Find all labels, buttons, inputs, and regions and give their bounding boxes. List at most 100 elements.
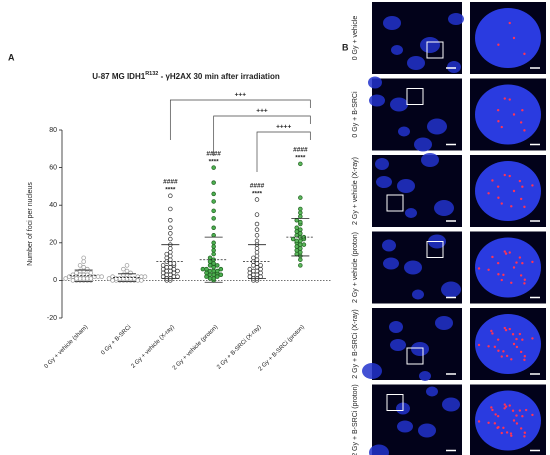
focus bbox=[515, 261, 518, 264]
data-point bbox=[298, 242, 303, 247]
data-point bbox=[258, 270, 263, 276]
focus bbox=[503, 97, 506, 100]
focus bbox=[518, 256, 522, 259]
comparison-bracket bbox=[256, 131, 311, 172]
data-point bbox=[168, 253, 173, 259]
title: U-87 MG IDH1 bbox=[92, 72, 145, 81]
row-label: 2 Gy + vehicle (proton) bbox=[352, 232, 359, 303]
zoomed-nucleus bbox=[475, 390, 541, 451]
focus bbox=[502, 350, 505, 353]
nucleus bbox=[382, 239, 396, 252]
row-label: 2 Gy + B-SRCi (proton) bbox=[352, 384, 359, 455]
focus bbox=[518, 332, 522, 336]
data-point bbox=[168, 236, 173, 242]
data-point bbox=[211, 244, 216, 249]
data-point bbox=[211, 165, 216, 170]
title-sup: R132 bbox=[145, 71, 158, 77]
focus bbox=[487, 421, 490, 424]
focus bbox=[490, 406, 493, 409]
y-tick-label: 40 bbox=[49, 202, 57, 209]
zoom-box bbox=[426, 241, 444, 258]
data-point bbox=[164, 268, 169, 274]
data-point bbox=[251, 263, 256, 268]
data-point bbox=[254, 264, 260, 270]
significance-label: **** bbox=[165, 187, 176, 194]
focus bbox=[519, 121, 523, 124]
focus bbox=[502, 426, 505, 430]
nucleus bbox=[397, 420, 413, 433]
focus bbox=[512, 342, 516, 346]
data-point bbox=[207, 268, 213, 274]
focus bbox=[523, 358, 526, 362]
focus bbox=[477, 420, 481, 423]
row-label: 2 Gy + B-SRCi (X-ray) bbox=[352, 309, 359, 378]
data-point bbox=[70, 278, 76, 283]
comparison-label: +++ bbox=[235, 92, 247, 99]
nucleus bbox=[391, 45, 403, 55]
zoom-box bbox=[386, 194, 404, 212]
data-point bbox=[171, 270, 177, 276]
nucleus bbox=[420, 37, 440, 53]
x-tick-label: 2 Gy + vehicle (proton) bbox=[172, 324, 219, 371]
focus bbox=[508, 98, 511, 101]
overview-image bbox=[372, 78, 462, 151]
data-point bbox=[164, 255, 169, 261]
data-point bbox=[168, 261, 173, 266]
data-point bbox=[258, 266, 263, 272]
data-point bbox=[247, 270, 253, 276]
focus bbox=[524, 408, 528, 412]
focus bbox=[508, 174, 511, 178]
data-point bbox=[298, 210, 303, 215]
focus bbox=[523, 205, 526, 209]
focus bbox=[511, 333, 515, 336]
y-tick-label: -20 bbox=[47, 315, 57, 322]
focus bbox=[503, 407, 506, 410]
nucleus bbox=[369, 94, 385, 107]
x-tick-label: 0 Gy + vehicle (sham) bbox=[44, 324, 90, 370]
focus bbox=[493, 422, 497, 425]
nucleus bbox=[418, 423, 436, 438]
focus bbox=[500, 355, 503, 358]
significance-label: **** bbox=[209, 158, 220, 165]
data-point bbox=[160, 263, 166, 268]
focus bbox=[493, 345, 497, 349]
focus bbox=[508, 404, 511, 407]
focus bbox=[491, 408, 494, 412]
focus bbox=[512, 36, 516, 40]
data-point bbox=[254, 272, 260, 278]
data-point bbox=[74, 276, 79, 281]
data-point bbox=[211, 276, 216, 281]
focus bbox=[497, 349, 500, 352]
focus bbox=[508, 21, 511, 25]
nucleus bbox=[389, 321, 403, 333]
data-point bbox=[215, 263, 220, 268]
data-point bbox=[218, 272, 224, 278]
focus bbox=[523, 129, 526, 132]
focus bbox=[502, 273, 505, 277]
data-point bbox=[160, 274, 166, 279]
nucleus bbox=[414, 137, 432, 152]
focus bbox=[487, 268, 490, 271]
focus bbox=[523, 282, 526, 285]
data-point bbox=[298, 195, 303, 200]
focus bbox=[519, 427, 523, 430]
data-point bbox=[135, 278, 141, 283]
data-point bbox=[168, 225, 173, 231]
nucleus bbox=[426, 386, 438, 397]
data-point bbox=[254, 197, 260, 202]
x-tick-label: 2 Gy + vehicle (X-ray) bbox=[130, 324, 175, 369]
data-point bbox=[294, 244, 299, 249]
focus bbox=[508, 327, 511, 331]
row-label: 2 Gy + vehicle (X-ray) bbox=[352, 157, 359, 225]
data-point bbox=[298, 246, 303, 251]
data-point bbox=[254, 246, 260, 251]
nucleus bbox=[412, 289, 424, 300]
data-point bbox=[211, 199, 216, 204]
data-point bbox=[171, 261, 177, 266]
focus bbox=[496, 185, 500, 188]
data-point bbox=[294, 233, 299, 238]
zoom-box bbox=[426, 41, 444, 59]
data-point bbox=[215, 268, 220, 274]
data-point bbox=[211, 233, 216, 238]
focus bbox=[508, 251, 511, 254]
